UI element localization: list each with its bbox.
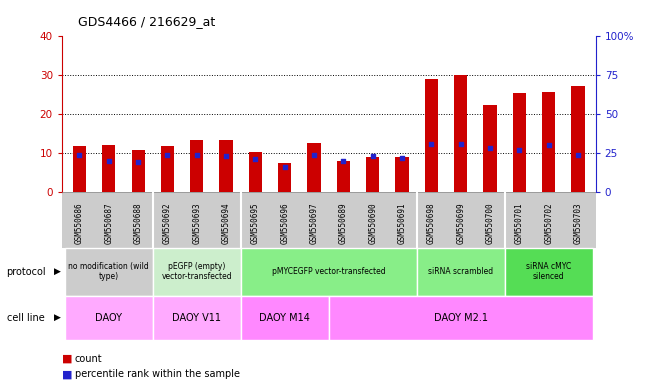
Text: ■: ■ (62, 369, 72, 379)
Text: GSM550694: GSM550694 (221, 202, 230, 244)
Text: GSM550702: GSM550702 (544, 202, 553, 244)
Text: GSM550696: GSM550696 (281, 202, 289, 244)
Bar (161, 146, 174, 192)
Point (573, 152, 583, 158)
Text: GSM550703: GSM550703 (574, 202, 583, 244)
Text: protocol: protocol (7, 266, 46, 277)
Bar (484, 104, 497, 192)
Point (191, 152, 202, 158)
Point (514, 147, 525, 153)
Point (221, 153, 231, 159)
Text: pMYCEGFP vector-transfected: pMYCEGFP vector-transfected (272, 267, 385, 276)
Text: percentile rank within the sample: percentile rank within the sample (75, 369, 240, 379)
Bar (102, 146, 115, 192)
Text: GSM550700: GSM550700 (486, 202, 495, 244)
Text: GSM550701: GSM550701 (515, 202, 524, 244)
Bar (572, 86, 585, 192)
Text: DAOY M2.1: DAOY M2.1 (434, 313, 488, 323)
Text: GSM550697: GSM550697 (310, 202, 318, 244)
Point (485, 146, 495, 152)
Text: GSM550699: GSM550699 (456, 202, 465, 244)
Text: GSM550688: GSM550688 (133, 202, 143, 244)
Text: cell line: cell line (7, 313, 44, 323)
Text: GSM550689: GSM550689 (339, 202, 348, 244)
Text: GSM550687: GSM550687 (104, 202, 113, 244)
Bar (307, 143, 321, 192)
Bar (337, 161, 350, 192)
Text: GSM550690: GSM550690 (368, 202, 377, 244)
Text: GSM550686: GSM550686 (75, 202, 84, 244)
Bar (395, 157, 409, 192)
Text: GSM550693: GSM550693 (192, 202, 201, 244)
Text: count: count (75, 354, 102, 364)
Bar (132, 150, 145, 192)
Bar (366, 157, 380, 192)
Text: GSM550692: GSM550692 (163, 202, 172, 244)
Text: GSM550698: GSM550698 (427, 202, 436, 244)
Point (250, 156, 260, 162)
Text: DAOY: DAOY (95, 313, 122, 323)
Point (279, 164, 290, 170)
Bar (73, 146, 86, 192)
Bar (454, 74, 467, 192)
Point (162, 152, 173, 158)
Bar (513, 93, 526, 192)
Point (104, 158, 114, 164)
Text: siRNA cMYC
silenced: siRNA cMYC silenced (526, 262, 572, 281)
Point (309, 152, 319, 158)
Bar (278, 163, 292, 192)
Text: siRNA scrambled: siRNA scrambled (428, 267, 493, 276)
Text: pEGFP (empty)
vector-transfected: pEGFP (empty) vector-transfected (161, 262, 232, 281)
Text: GDS4466 / 216629_at: GDS4466 / 216629_at (78, 15, 215, 28)
Point (397, 155, 408, 161)
Text: DAOY V11: DAOY V11 (173, 313, 221, 323)
Text: GSM550691: GSM550691 (398, 202, 407, 244)
Text: ▶: ▶ (54, 313, 61, 322)
Point (456, 141, 466, 147)
Text: DAOY M14: DAOY M14 (259, 313, 310, 323)
Point (74, 152, 85, 158)
Text: ▶: ▶ (54, 267, 61, 276)
Point (133, 159, 143, 166)
Bar (190, 139, 203, 192)
Bar (542, 92, 555, 192)
Text: no modification (wild
type): no modification (wild type) (68, 262, 149, 281)
Point (368, 153, 378, 159)
Text: GSM550695: GSM550695 (251, 202, 260, 244)
Bar (219, 139, 232, 192)
Point (339, 158, 349, 164)
Bar (249, 152, 262, 192)
Bar (425, 79, 438, 192)
Point (544, 142, 554, 149)
Text: ■: ■ (62, 354, 72, 364)
Point (426, 141, 437, 147)
